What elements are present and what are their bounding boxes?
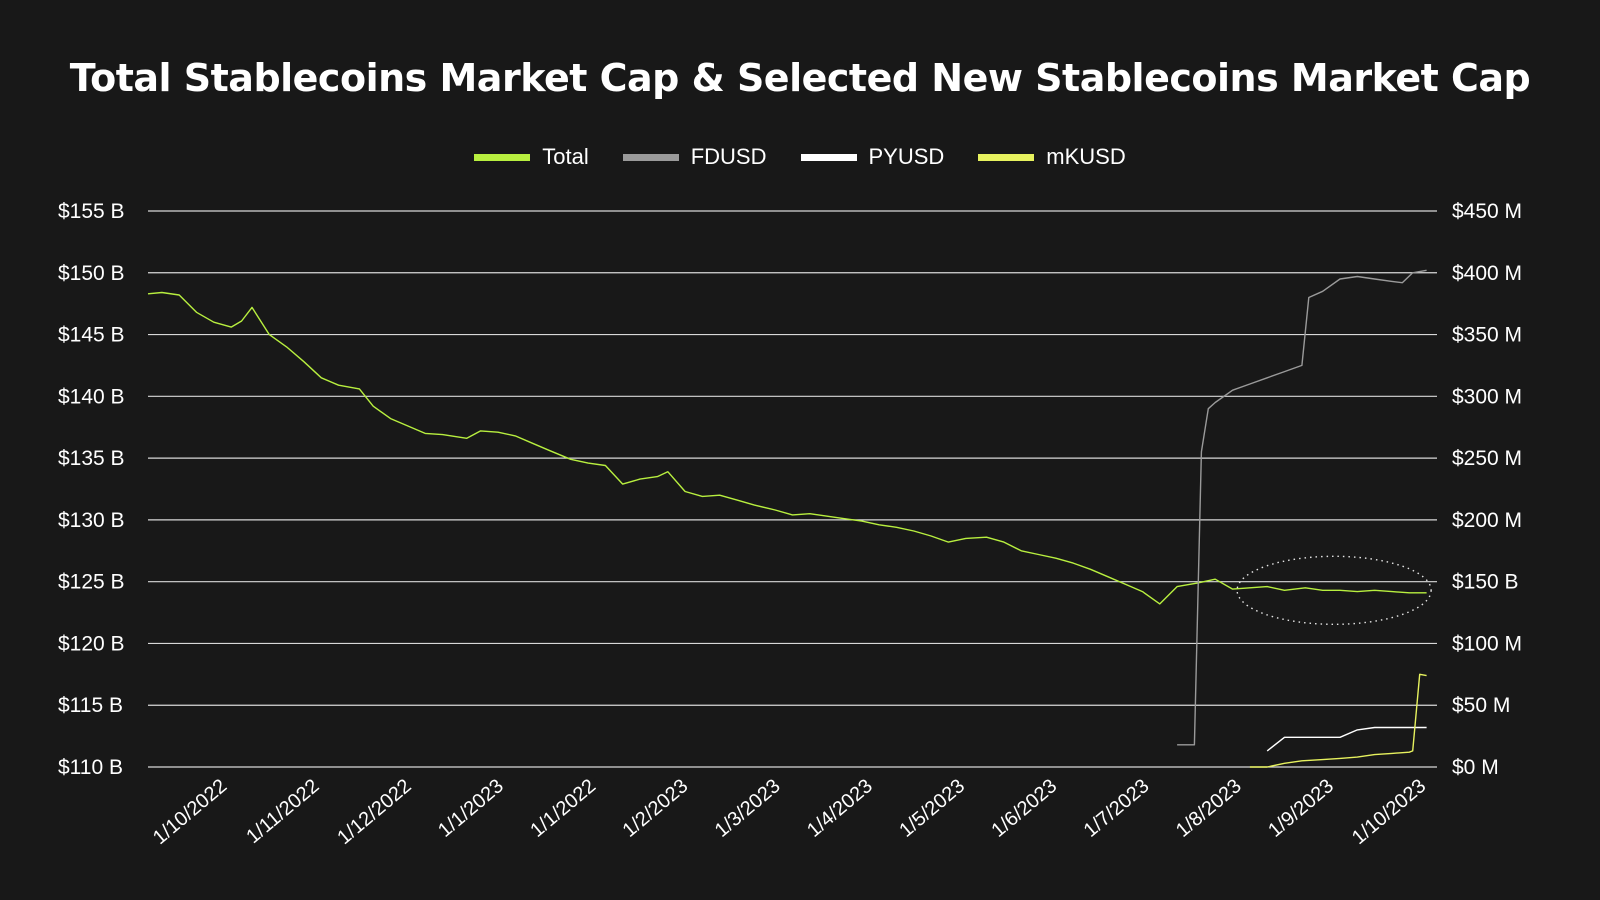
x-tick-label: 1/11/2022 [242,775,323,848]
legend-item-pyusd: PYUSD [800,144,945,170]
x-tick-label: 1/8/2023 [1172,775,1246,842]
y-right-tick-label: $400 M [1452,262,1522,285]
series-line-fdusd [1177,269,1427,746]
x-tick-label: 1/1/2023 [434,775,508,842]
y-left-tick-label: $155 B [58,200,125,223]
y-right-tick-label: $150 B [1452,571,1519,594]
x-tick-label: 1/5/2023 [895,775,969,842]
series-line-total [147,291,1427,605]
legend-label-mkusd: mKUSD [1046,144,1126,169]
legend-label-fdusd: FDUSD [690,144,767,169]
x-tick-label: 1/6/2023 [988,775,1062,842]
y-right-tick-label: $300 M [1452,385,1522,408]
x-tick-label: 1/10/2023 [1348,775,1430,849]
legend-swatch-fdusd [622,153,679,161]
legend-label-total: Total [542,144,589,169]
x-tick-label: 1/4/2023 [803,775,877,842]
x-tick-label: 1/7/2023 [1080,775,1154,842]
x-tick-label: 1/9/2023 [1264,775,1338,842]
y-left-tick-label: $145 B [58,324,125,347]
legend-item-total: Total [474,144,589,170]
y-right-tick-label: $250 M [1452,447,1522,470]
legend: Total FDUSD PYUSD mKUSD [0,144,1600,170]
y-right-tick-label: $350 M [1452,324,1522,347]
x-tick-label: 1/1/2022 [526,775,600,842]
y-left-tick-label: $120 B [58,632,125,655]
x-tick-label: 1/3/2023 [711,775,785,842]
legend-item-fdusd: FDUSD [622,144,767,170]
legend-swatch-mkusd [978,153,1035,161]
legend-label-pyusd: PYUSD [868,144,945,169]
y-right-tick-label: $0 M [1452,756,1499,779]
x-tick-label: 1/2/2023 [619,775,693,842]
series-line-pyusd [1266,726,1427,752]
x-tick-label: 1/10/2022 [149,775,231,849]
x-tick-label: 1/12/2022 [333,775,415,849]
legend-swatch-total [474,153,531,161]
legend-swatch-pyusd [800,153,857,161]
chart-title: Total Stablecoins Market Cap & Selected … [69,56,1531,100]
y-right-tick-label: $50 M [1452,694,1510,717]
y-left-tick-label: $125 B [58,571,125,594]
y-left-tick-label: $130 B [58,509,125,532]
y-left-tick-label: $140 B [58,385,125,408]
y-right-tick-label: $200 M [1452,509,1522,532]
y-left-tick-label: $150 B [58,262,125,285]
y-left-tick-label: $115 B [58,694,123,717]
series-line-mkusd [1249,673,1427,768]
y-left-tick-label: $110 B [58,756,123,779]
y-right-tick-label: $450 M [1452,200,1522,223]
y-right-tick-label: $100 M [1452,632,1522,655]
y-left-tick-label: $135 B [58,447,125,470]
legend-item-mkusd: mKUSD [978,144,1126,170]
annotation-ellipse [1236,555,1432,626]
